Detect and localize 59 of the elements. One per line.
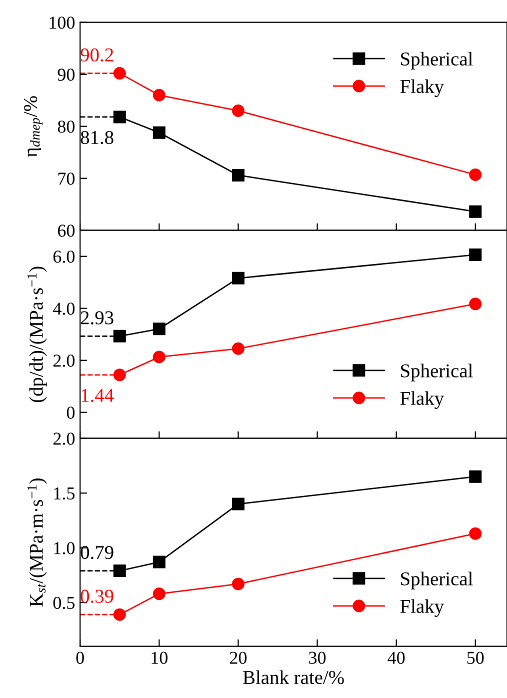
y-tick-label: 2.0 [53, 432, 75, 445]
y-tick-label: 1.5 [54, 487, 75, 500]
y-tick-label: 0 [66, 406, 75, 419]
x-axis-title: Blank rate/% [243, 670, 344, 684]
y-axis-title: K$_{st}$/(MPa·m·s$^{−1}$) [27, 478, 47, 607]
legend-label: Flaky [400, 599, 444, 617]
point [232, 498, 244, 510]
x-tick-label: 50 [467, 652, 484, 664]
x-tick-label: 20 [230, 652, 247, 664]
x-tick-label: 30 [309, 652, 326, 664]
point [469, 298, 482, 310]
point [152, 88, 166, 102]
point [113, 368, 126, 382]
y-tick-label: 100 [50, 16, 75, 29]
point [152, 126, 166, 139]
y-tick-label: 2.0 [53, 354, 75, 367]
point [152, 588, 166, 600]
legend-label: Spherical [401, 364, 473, 382]
x-tick-label: 0 [76, 652, 84, 664]
point [232, 342, 244, 355]
y-tick-label: 0.5 [53, 596, 75, 610]
y-tick-label: 1.0 [54, 542, 75, 554]
y-tick-label: 90 [58, 68, 75, 81]
point [152, 556, 166, 568]
point [113, 330, 126, 342]
legend-label: Spherical [401, 572, 473, 590]
y-tick-label: 4.0 [53, 302, 75, 315]
point [232, 272, 244, 284]
data-label: 0.39 [80, 590, 114, 603]
point [469, 248, 482, 262]
point [152, 350, 166, 364]
point [113, 608, 126, 621]
legend-label: Flaky [400, 79, 444, 98]
legend-label: Spherical [401, 52, 473, 70]
point [232, 104, 244, 117]
point [152, 322, 166, 336]
point [469, 470, 482, 483]
point [113, 564, 126, 578]
data-label: 90.2 [80, 48, 114, 62]
point [113, 67, 126, 80]
point [232, 578, 244, 590]
y-tick-label: 80 [58, 120, 75, 133]
data-label: 81.8 [80, 130, 114, 144]
point [469, 168, 482, 181]
x-tick-label: 40 [388, 652, 405, 664]
data-label: 2.93 [80, 311, 114, 324]
point [469, 205, 482, 218]
data-label: 0.79 [80, 546, 114, 560]
point [113, 110, 126, 124]
x-tick-label: 10 [152, 652, 168, 664]
y-axis-title: (dp/dt)/(MPa·s$^{−1}$) [27, 266, 47, 402]
y-tick-label: 6.0 [53, 250, 75, 263]
legend-label: Flaky [400, 391, 444, 409]
point [469, 527, 482, 540]
y-axis-title: η$_{dmep}$/% [24, 96, 42, 158]
y-tick-label: 60 [58, 224, 75, 237]
data-label: 1.44 [82, 388, 114, 402]
point [232, 168, 244, 182]
y-tick-label: 70 [58, 172, 75, 185]
